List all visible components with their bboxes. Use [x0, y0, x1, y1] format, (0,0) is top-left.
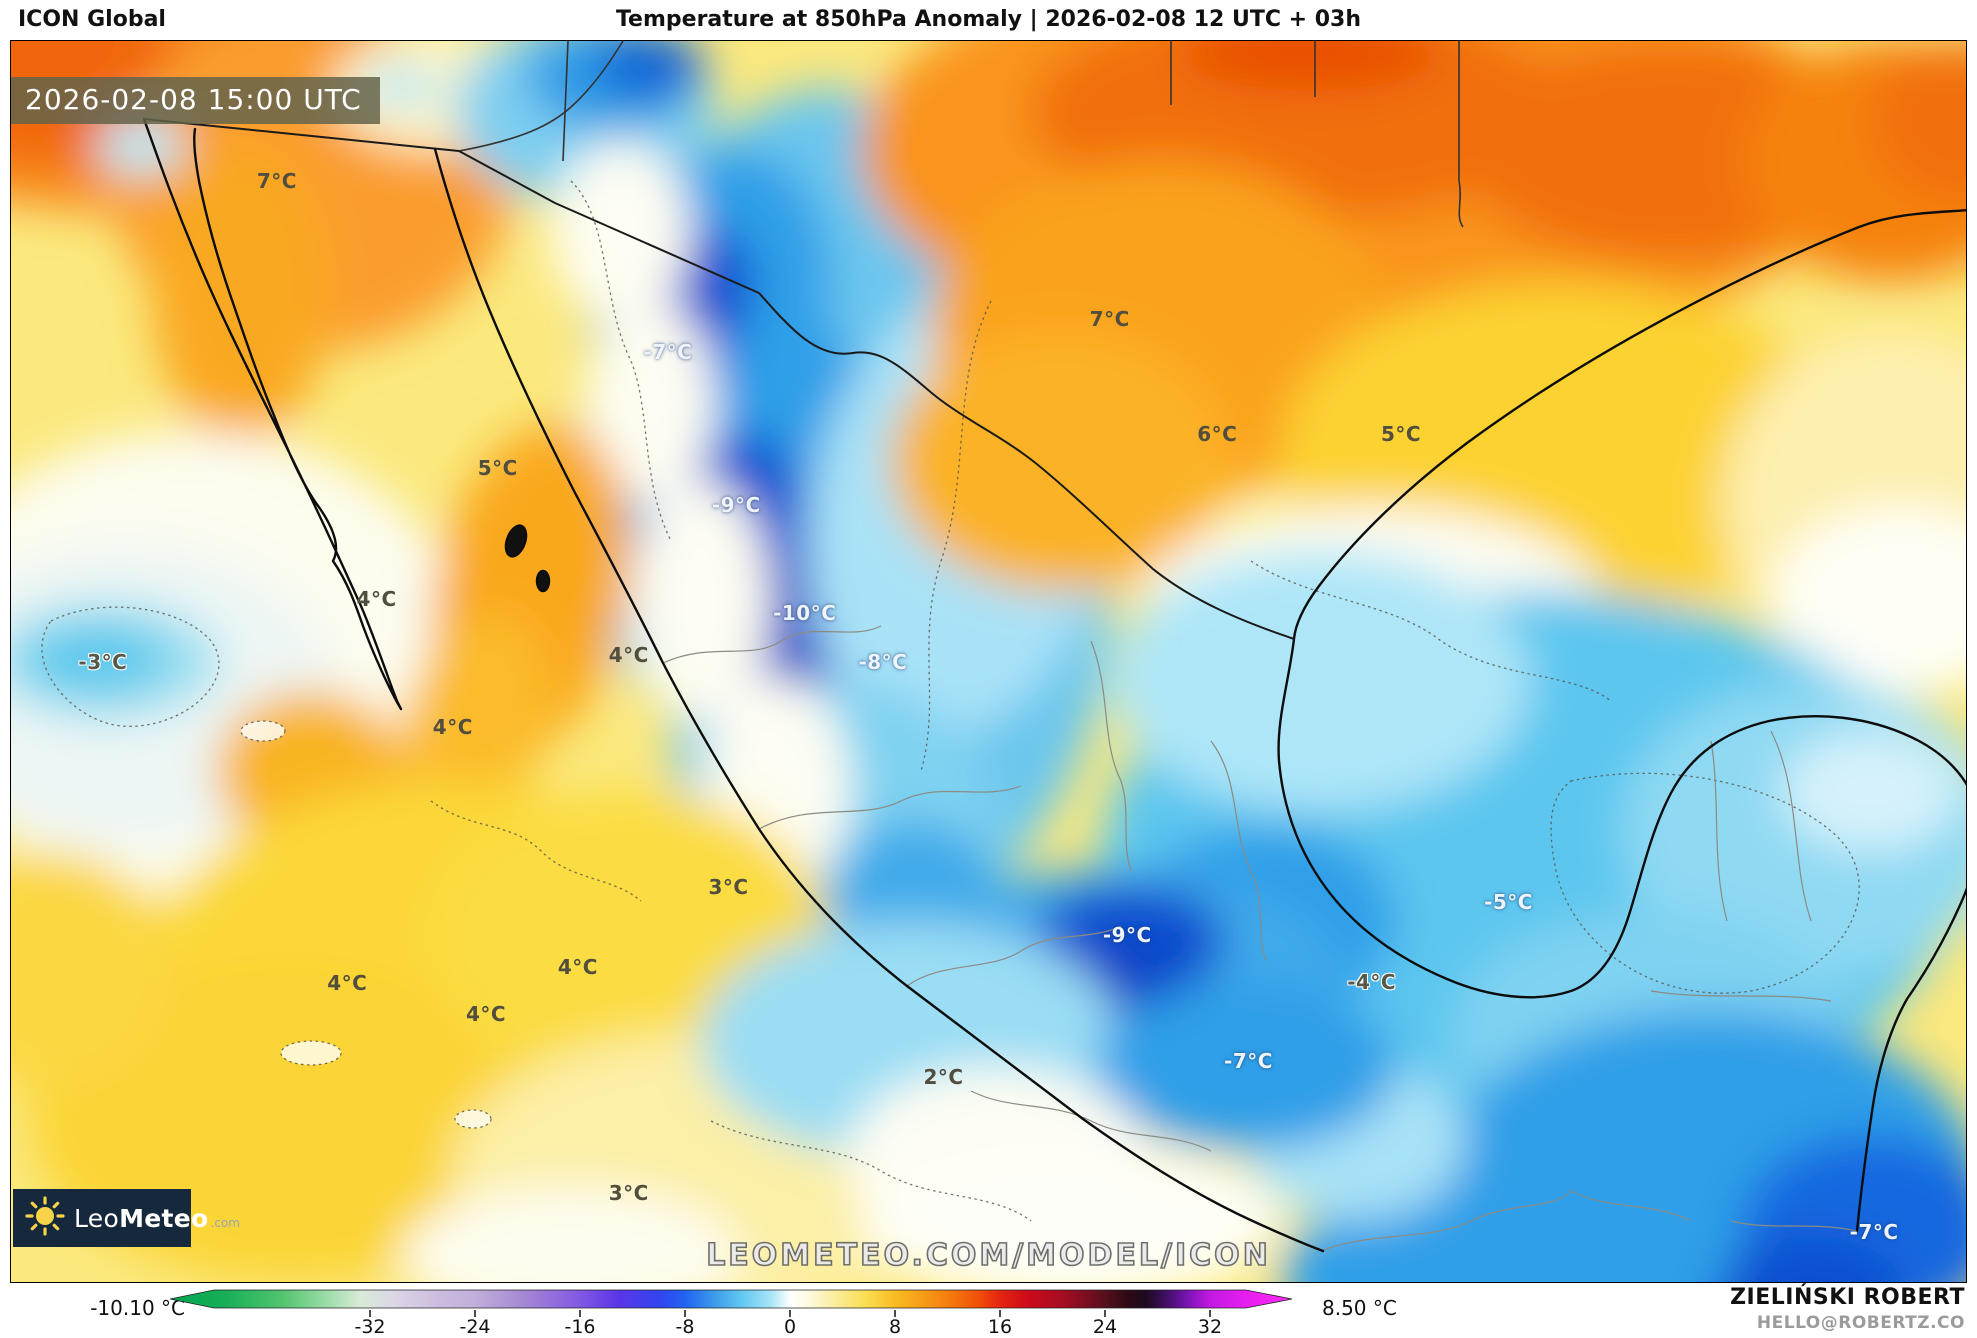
colorbar-panel: -10.10 °C: [0, 1283, 1977, 1338]
model-name: ICON Global: [18, 7, 166, 32]
temp-label: 4°C: [432, 715, 473, 740]
temp-label: -5°C: [1484, 890, 1533, 915]
coastlines: [142, 117, 1966, 1253]
sun-icon: [25, 1196, 65, 1240]
temp-label: 5°C: [1380, 422, 1422, 447]
temp-label: -3°C: [78, 649, 128, 674]
colorbar-tick-label: 32: [1198, 1316, 1222, 1337]
weather-map: 7°C -7°C 5°C -9°C -10°C -8°C 4°C -3°C 4°C 4°C 7°C 6…: [10, 40, 1967, 1283]
state-borders: [662, 625, 1858, 1252]
temp-label: 2°C: [923, 1065, 964, 1090]
temp-label: -9°C: [1102, 922, 1152, 947]
temperature-anomaly-field: [11, 41, 1966, 1282]
watermark: LEOMETEO.COM/MODEL/ICON: [705, 1237, 1271, 1274]
header: ICON Global Temperature at 850hPa Anomal…: [0, 0, 1977, 40]
attribution-name: ZIELIŃSKI ROBERT: [1730, 1285, 1965, 1310]
temp-label: -7°C: [643, 340, 693, 365]
colorbar-min-label: -10.10 °C: [90, 1296, 185, 1320]
temp-label: 5°C: [477, 455, 518, 480]
colorbar-tick-label: -32: [354, 1316, 385, 1337]
mexico-us-border: [143, 118, 1295, 640]
colorbar-tick-label: 16: [988, 1316, 1012, 1337]
temp-label: 7°C: [1089, 306, 1130, 331]
colorbar-tick-label: 8: [889, 1316, 901, 1337]
page-title: Temperature at 850hPa Anomaly | 2026-02-…: [615, 7, 1362, 32]
temp-label: 4°C: [327, 970, 368, 995]
temp-label: 6°C: [1197, 422, 1238, 447]
logo-text: LeoMeteo: [74, 1203, 209, 1233]
temp-label: 4°C: [557, 954, 598, 979]
temp-label: 3°C: [608, 1180, 649, 1205]
temp-label: -8°C: [858, 649, 908, 674]
attribution-email: HELLO@ROBERTZ.CO: [1756, 1313, 1965, 1333]
temp-label: 4°C: [608, 643, 649, 668]
colorbar-max-label: 8.50 °C: [1322, 1296, 1397, 1320]
temp-label: -9°C: [711, 493, 761, 518]
colorbar-tick-label: -8: [676, 1316, 695, 1337]
temp-label: 3°C: [708, 875, 749, 900]
temp-label: 7°C: [256, 169, 297, 194]
us-state-lines: [458, 41, 1464, 228]
colorbar-tick-label: -24: [459, 1316, 490, 1337]
colorbar-tick-label: 0: [784, 1316, 796, 1337]
temp-label: -7°C: [1849, 1220, 1899, 1245]
colorbar: -32 -24 -16 -8 0 8 16 24 32: [169, 1289, 1293, 1337]
colorbar-tick-label: -16: [564, 1316, 595, 1337]
temp-label: -7°C: [1224, 1049, 1273, 1074]
temp-label: 4°C: [466, 1001, 507, 1026]
timestamp-badge: 2026-02-08 15:00 UTC: [11, 77, 380, 124]
colorbar-tick-label: 24: [1093, 1316, 1117, 1337]
temp-label: 4°C: [356, 587, 397, 612]
leometeo-logo: LeoMeteo .com: [13, 1189, 240, 1247]
temp-label: -4°C: [1347, 969, 1397, 994]
temp-label: -10°C: [773, 601, 837, 626]
contour-lines: [41, 180, 1860, 1222]
colorbar-ticks: -32 -24 -16 -8 0 8 16 24 32: [354, 1310, 1222, 1337]
logo-tld: .com: [210, 1216, 240, 1230]
